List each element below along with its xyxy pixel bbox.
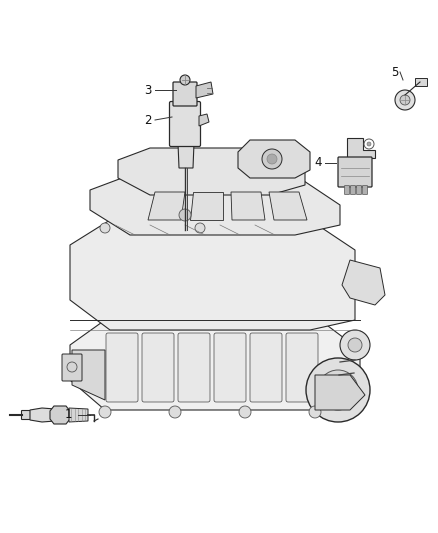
Polygon shape [70,220,355,330]
Circle shape [400,95,410,105]
Polygon shape [315,375,365,410]
FancyBboxPatch shape [250,333,282,402]
Polygon shape [196,82,213,98]
Polygon shape [90,175,340,235]
FancyBboxPatch shape [178,333,210,402]
Polygon shape [190,192,223,220]
Text: 3: 3 [144,84,152,96]
Polygon shape [415,78,427,86]
FancyBboxPatch shape [170,101,201,147]
FancyBboxPatch shape [142,333,174,402]
Circle shape [239,406,251,418]
Circle shape [180,75,190,85]
FancyBboxPatch shape [214,333,246,402]
Circle shape [100,223,110,233]
FancyBboxPatch shape [363,185,367,195]
FancyBboxPatch shape [350,185,356,195]
Polygon shape [148,192,185,220]
Polygon shape [347,138,375,158]
Polygon shape [199,114,209,126]
Circle shape [318,370,358,410]
FancyBboxPatch shape [173,82,197,106]
Polygon shape [50,406,70,424]
Polygon shape [70,320,360,410]
FancyBboxPatch shape [345,185,350,195]
Circle shape [99,406,111,418]
Text: 4: 4 [314,157,322,169]
Polygon shape [118,148,305,195]
Circle shape [169,406,181,418]
Text: 1: 1 [64,408,72,422]
Polygon shape [72,350,105,400]
Polygon shape [69,408,88,422]
Polygon shape [30,408,55,422]
Circle shape [367,142,371,146]
Circle shape [267,154,277,164]
Text: 2: 2 [144,114,152,126]
Circle shape [262,149,282,169]
Circle shape [195,223,205,233]
Polygon shape [238,140,310,178]
FancyBboxPatch shape [106,333,138,402]
Circle shape [309,406,321,418]
Polygon shape [342,260,385,305]
Circle shape [306,358,370,422]
FancyBboxPatch shape [338,157,372,187]
Text: 5: 5 [391,66,399,78]
FancyBboxPatch shape [286,333,318,402]
Circle shape [340,330,370,360]
FancyBboxPatch shape [21,410,31,419]
Circle shape [348,338,362,352]
Polygon shape [178,143,194,168]
Circle shape [179,209,191,221]
Circle shape [330,382,346,398]
FancyBboxPatch shape [62,354,82,381]
FancyBboxPatch shape [357,185,361,195]
Polygon shape [231,192,265,220]
Polygon shape [269,192,307,220]
Circle shape [395,90,415,110]
